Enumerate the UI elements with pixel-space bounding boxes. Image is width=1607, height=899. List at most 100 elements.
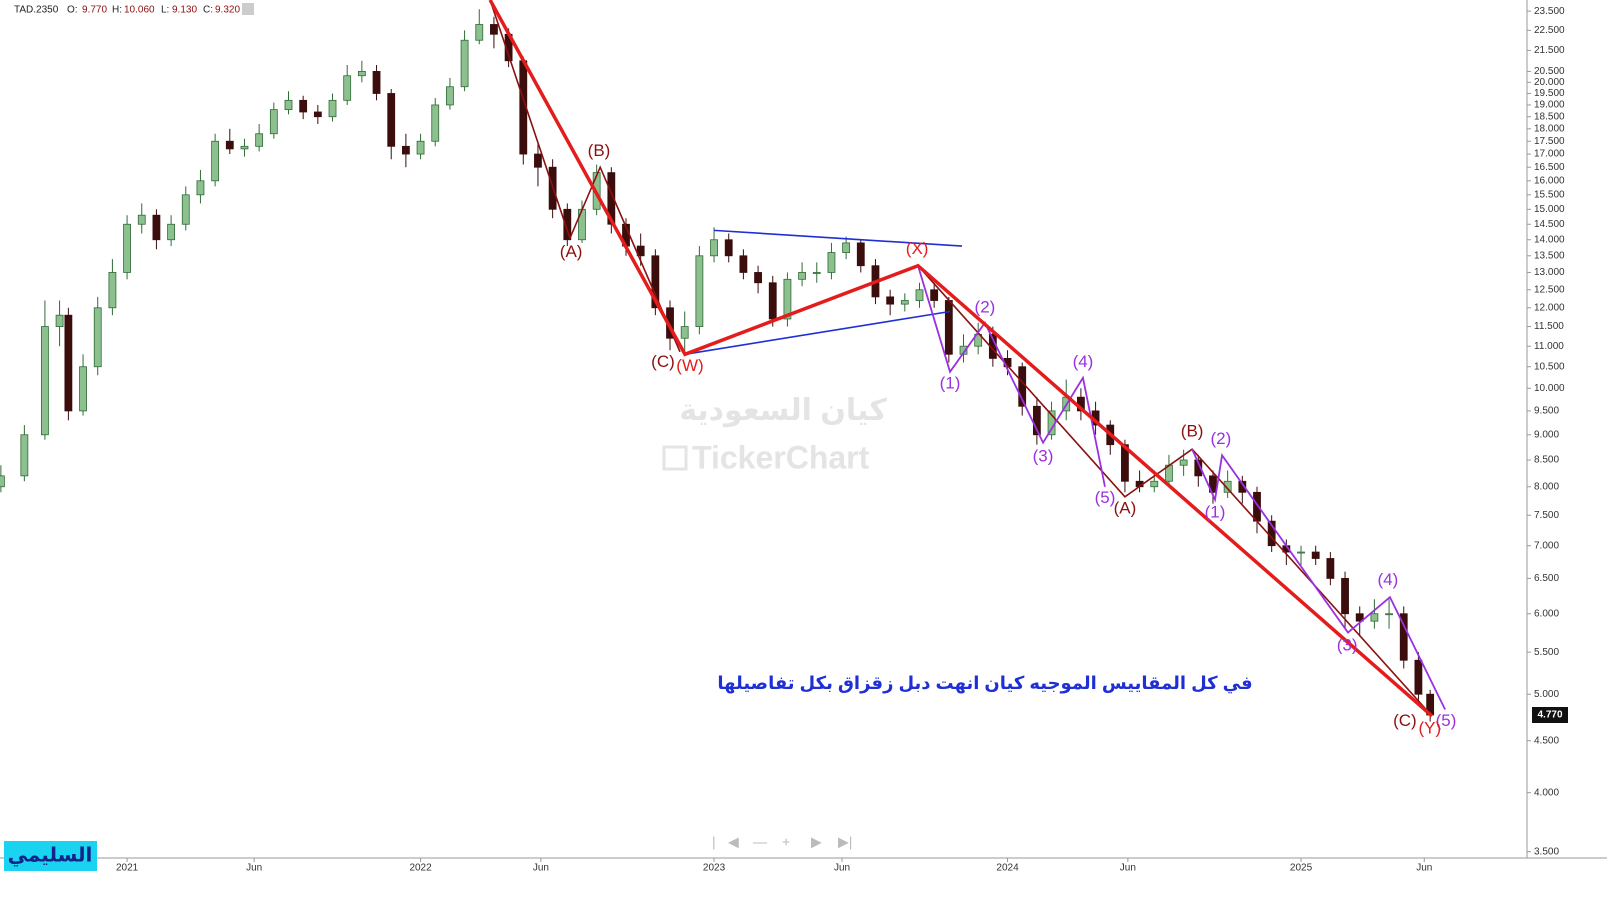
candle-body xyxy=(152,214,161,241)
x-tick-label: Jun xyxy=(533,863,549,874)
y-tick-label: 10.000 xyxy=(1534,383,1565,394)
wave-label: (A) xyxy=(560,242,583,261)
candle-body xyxy=(20,434,29,477)
candle-body xyxy=(1399,613,1408,661)
candle-body xyxy=(108,272,117,309)
candle-body xyxy=(1355,613,1364,622)
y-tick-label: 14.000 xyxy=(1534,234,1565,245)
candle-body xyxy=(93,307,102,368)
candle-body xyxy=(1238,480,1247,493)
wave-line xyxy=(713,229,963,247)
candle-body xyxy=(64,314,73,412)
x-tick-label: 2022 xyxy=(409,863,432,874)
candle-body xyxy=(357,71,366,77)
candle-body xyxy=(475,24,484,41)
nav-right[interactable]: ▶ xyxy=(811,834,822,850)
nav-zoom-out[interactable]: — xyxy=(753,834,767,850)
candle-body xyxy=(1194,459,1203,477)
y-tick-label: 7.500 xyxy=(1534,510,1559,521)
wave-label: (5) xyxy=(1095,488,1116,507)
field-label: O: xyxy=(67,5,78,16)
nav-controls[interactable]: | ◀ — + ▶ ▶| xyxy=(712,834,852,850)
y-tick-label: 10.500 xyxy=(1534,361,1565,372)
candle-body xyxy=(812,272,821,274)
candle-body xyxy=(739,255,748,273)
candle-body xyxy=(181,194,190,225)
candle-body xyxy=(1209,475,1217,493)
candle-body xyxy=(856,242,865,267)
candle-body xyxy=(446,86,454,106)
x-tick-label: Jun xyxy=(246,863,262,874)
candle-body xyxy=(783,278,792,320)
candle-body xyxy=(240,145,249,150)
wave-label: (C) xyxy=(1393,711,1417,730)
y-tick-label: 22.500 xyxy=(1534,25,1565,36)
wave-label: (5) xyxy=(1436,711,1457,730)
wave-line xyxy=(917,265,1106,487)
y-tick-label: 20.000 xyxy=(1534,77,1565,88)
y-tick-label: 9.000 xyxy=(1534,429,1559,440)
candle-body xyxy=(255,133,264,147)
y-tick-label: 20.500 xyxy=(1534,66,1565,77)
y-tick-label: 19.000 xyxy=(1534,100,1565,111)
y-tick-label: 6.000 xyxy=(1534,608,1559,619)
y-tick-label: 12.500 xyxy=(1534,284,1565,295)
y-tick-label: 4.000 xyxy=(1534,787,1559,798)
candle-body xyxy=(167,223,176,241)
candle-body xyxy=(1385,613,1393,616)
field-value: 9.130 xyxy=(172,5,197,16)
candle-body xyxy=(211,140,220,182)
candle-body xyxy=(1341,578,1349,615)
wave-label: (Y) xyxy=(1419,719,1442,738)
header-menu[interactable] xyxy=(242,3,254,15)
watermark: كيان السعودية xyxy=(679,394,887,427)
nav-left[interactable]: ◀ xyxy=(728,834,739,850)
x-tick-label: 2024 xyxy=(996,863,1019,874)
x-tick-label: Jun xyxy=(1120,863,1136,874)
candle-body xyxy=(768,282,777,320)
candle-body xyxy=(401,145,410,155)
y-tick-label: 13.000 xyxy=(1534,267,1565,278)
field-value: 9.320 xyxy=(215,5,240,16)
wave-label: (W) xyxy=(676,356,703,375)
candle-body xyxy=(137,214,146,225)
field-label: H: xyxy=(112,5,122,16)
x-tick-label: 2025 xyxy=(1290,863,1313,874)
y-tick-label: 19.500 xyxy=(1534,88,1565,99)
candle-body xyxy=(0,475,5,488)
candle-body xyxy=(1150,480,1159,488)
x-tick-label: Jun xyxy=(1416,863,1432,874)
y-tick-label: 3.500 xyxy=(1534,846,1559,857)
candle-body xyxy=(651,255,660,309)
nav-zoom-in[interactable]: + xyxy=(782,834,790,850)
candle-body xyxy=(1414,659,1423,695)
candle-body xyxy=(886,296,895,305)
nav-start[interactable]: | xyxy=(712,834,716,850)
y-tick-label: 12.000 xyxy=(1534,302,1565,313)
plot: (A)(B)(C) (W)(X)(1)(2)(3)(4)(5)(A)(B)(1)(… xyxy=(0,0,1456,738)
last-price-label: 4.770 xyxy=(1537,710,1562,721)
candle-body xyxy=(680,326,689,339)
nav-end[interactable]: ▶| xyxy=(838,834,852,850)
candle-body xyxy=(1326,558,1335,579)
candle-body xyxy=(328,99,337,118)
candle-body xyxy=(284,99,293,111)
y-tick-label: 15.000 xyxy=(1534,204,1565,215)
y-tick-label: 13.500 xyxy=(1534,250,1565,261)
candle-body xyxy=(196,180,205,196)
field-value: 9.770 xyxy=(82,5,107,16)
candle-body xyxy=(460,39,469,88)
x-tick-label: Jun xyxy=(834,863,850,874)
y-tick-label: 5.000 xyxy=(1534,689,1559,700)
y-tick-label: 6.500 xyxy=(1534,573,1559,584)
field-value: 10.060 xyxy=(124,5,155,16)
candle-body xyxy=(724,239,733,257)
candle-body xyxy=(123,223,131,273)
symbol: TAD.2350 xyxy=(14,5,59,16)
candle-body xyxy=(299,99,308,113)
y-tick-label: 16.000 xyxy=(1534,175,1565,186)
candle-body xyxy=(1223,480,1232,493)
candle-body xyxy=(416,140,425,155)
